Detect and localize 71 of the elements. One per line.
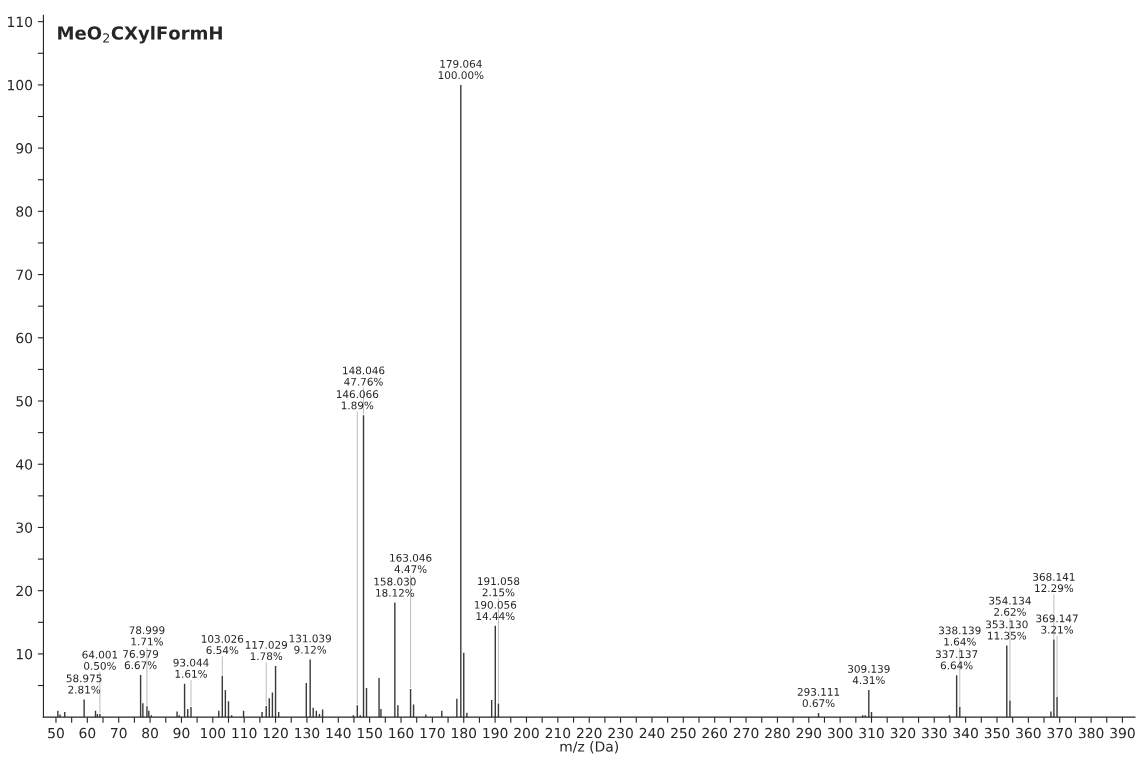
x-tick-label: 90 (173, 727, 190, 739)
text: MeO$_{2}$CXylFormH (58, 25, 222, 44)
x-tick-label: 390 (1110, 727, 1135, 739)
y-tick-label: 60 (16, 332, 33, 344)
y-tick-label: 50 (16, 395, 33, 407)
data-label: 163.046 4.47% (390, 553, 432, 574)
data-label: 354.134 2.62% (989, 596, 1031, 616)
data-label: 146.066 1.89% (336, 390, 379, 410)
x-tick-label: 290 (796, 727, 822, 739)
y-tick-label: 80 (16, 206, 33, 217)
x-tick-label: 190 (483, 727, 508, 739)
x-tick-label: 120 (263, 727, 288, 739)
x-tick-label: 160 (389, 727, 414, 739)
x-tick-label: 220 (576, 727, 602, 739)
x-tick-label: 130 (295, 727, 320, 739)
data-label: 337.137 6.64% (935, 650, 978, 670)
x-tick-label: 180 (452, 727, 477, 739)
data-label: 93.044 1.61% (173, 658, 209, 678)
x-tick-label: 80 (142, 727, 158, 739)
data-label: 369.147 3.21% (1036, 614, 1078, 634)
y-tick-label: 10 (16, 648, 33, 660)
x-tick-label: 340 (953, 727, 978, 739)
x-tick-label: 250 (671, 727, 696, 739)
x-axis-title: m/z (Da) (560, 741, 618, 754)
x-tick-label: 170 (420, 727, 445, 739)
y-tick-label: 30 (16, 522, 33, 533)
data-label: 158.030 18.12% (374, 577, 416, 597)
x-tick-label: 280 (765, 727, 790, 739)
data-label: 191.058 2.15% (478, 577, 520, 597)
x-tick-label: 210 (545, 727, 571, 739)
x-tick-label: 230 (608, 727, 633, 739)
data-label: 58.975 2.81% (66, 674, 102, 694)
y-tick-label: 70 (16, 269, 33, 281)
y-tick-label: 110 (8, 16, 33, 28)
x-tick-label: 370 (1047, 727, 1073, 739)
data-label: 179.064 100.00% (438, 59, 484, 80)
x-tick-label: 50 (48, 727, 64, 739)
x-tick-label: 150 (357, 727, 382, 739)
x-tick-label: 360 (1016, 727, 1041, 739)
x-tick-label: 380 (1078, 727, 1104, 739)
x-tick-label: 260 (702, 727, 728, 739)
data-label: 309.139 4.31% (848, 664, 890, 685)
data-label: 293.111 0.67% (797, 687, 840, 708)
data-label: 117.029 1.78% (245, 640, 288, 661)
y-tick-label: 20 (16, 585, 33, 597)
data-label: 338.139 1.64% (939, 626, 981, 646)
y-tick-label: 40 (16, 459, 33, 470)
data-label: 368.141 12.29% (1033, 572, 1075, 593)
x-tick-label: 320 (890, 727, 916, 739)
y-tick-label: 100 (8, 79, 33, 91)
data-label: 131.039 9.12% (289, 634, 331, 654)
x-tick-label: 330 (922, 727, 947, 739)
x-tick-label: 140 (326, 727, 351, 739)
y-tick-label: 90 (16, 143, 33, 154)
x-tick-label: 200 (514, 727, 539, 739)
data-label: 353.130 11.35% (986, 620, 1028, 640)
data-label: 148.046 47.76% (343, 366, 385, 386)
x-tick-label: 270 (733, 727, 759, 739)
x-tick-label: 310 (859, 727, 884, 739)
data-label: 76.979 6.67% (123, 650, 159, 670)
x-tick-label: 100 (201, 727, 226, 739)
x-tick-label: 350 (984, 727, 1010, 739)
data-label: 190.056 14.44% (474, 600, 517, 621)
x-tick-label: 300 (827, 727, 853, 739)
x-tick-label: 60 (79, 727, 96, 739)
data-label: 103.026 6.54% (201, 634, 244, 655)
data-label: 78.999 1.71% (129, 626, 165, 646)
x-tick-label: 110 (232, 727, 257, 739)
x-tick-label: 240 (639, 727, 665, 739)
x-tick-label: 70 (111, 727, 127, 739)
data-label: 64.001 0.50% (82, 650, 118, 670)
